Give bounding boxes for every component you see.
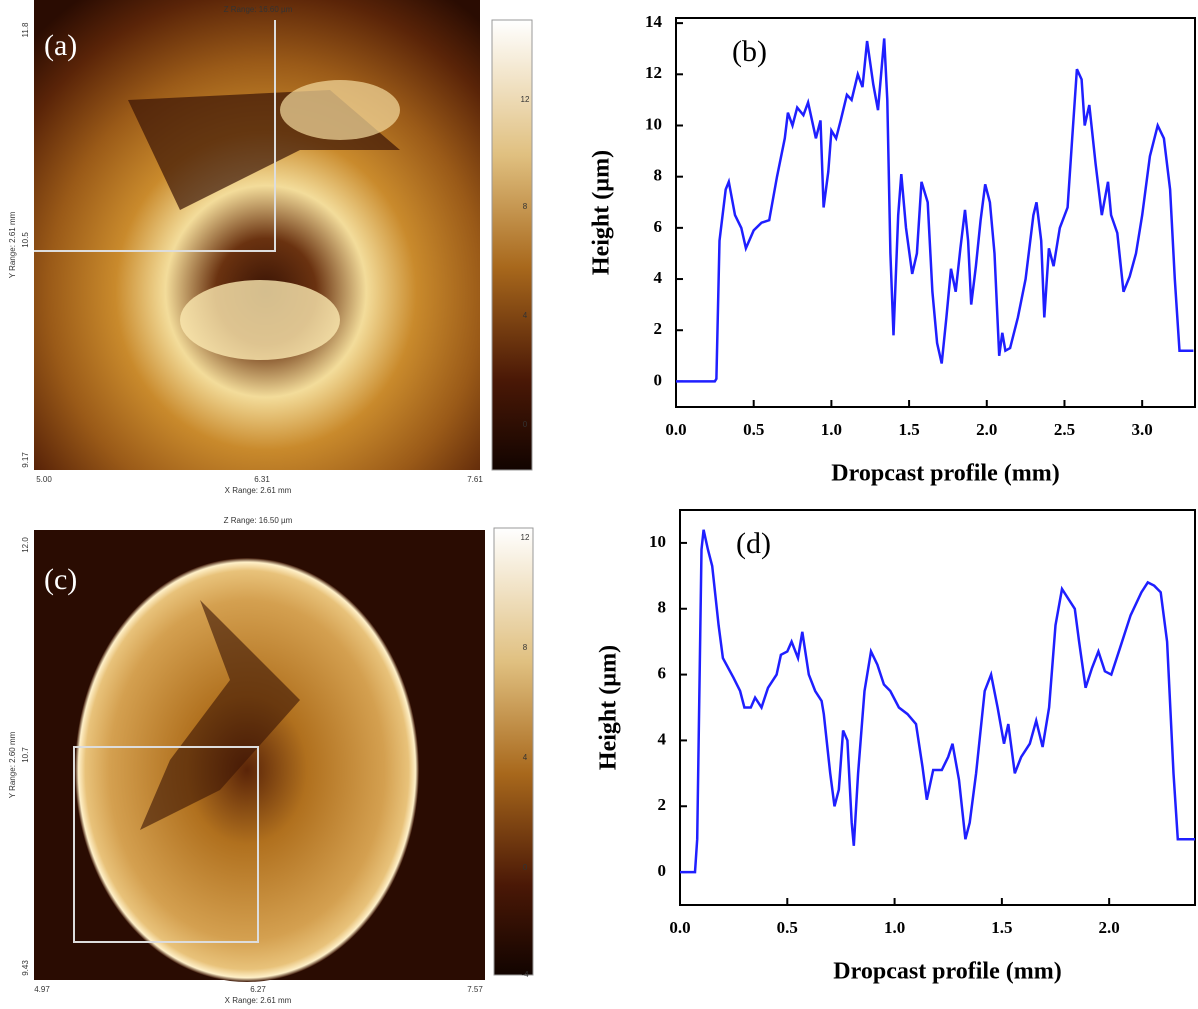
colorbar-tick-label: 4 (523, 753, 528, 762)
y-tick-label: 2 (654, 319, 663, 338)
y-tick-label: 6 (654, 217, 663, 236)
panel-label: (d) (736, 527, 771, 560)
data-line (676, 38, 1194, 383)
afm-image (34, 0, 480, 470)
y-tick-label: 10.5 (21, 232, 30, 248)
colorbar-tick-label: 12 (521, 533, 530, 542)
x-tick-label: 2.0 (1099, 918, 1120, 937)
colorbar-tick-label: 8 (523, 202, 528, 211)
x-tick-label: 6.31 (254, 475, 270, 484)
colorbar-tick-label: 4 (523, 311, 528, 320)
image-feature (280, 80, 400, 140)
plot-frame (675, 17, 1196, 408)
colorbar (493, 527, 534, 976)
image-feature (180, 280, 340, 360)
colorbar (491, 19, 533, 471)
colorbar-tick-label: 0 (523, 863, 528, 872)
x-tick-label: 7.61 (467, 475, 483, 484)
x-tick-label: 0.5 (777, 918, 798, 937)
y-tick-label: 0 (658, 861, 667, 880)
y-tick-label: 9.17 (21, 452, 30, 468)
colorbar-tick-label: -4 (521, 970, 529, 979)
x-tick-label: 1.5 (898, 420, 919, 439)
x-tick-label: 6.27 (250, 985, 266, 994)
x-tick-label: 5.00 (36, 475, 52, 484)
colorbar-tick-label: 0 (523, 420, 528, 429)
selection-box (73, 746, 259, 943)
z-range: Z Range: 16.60 µm (224, 5, 293, 14)
selection-line (34, 20, 276, 252)
x-tick-label: 4.97 (34, 985, 50, 994)
y-axis-label: Height (µm) (596, 645, 622, 770)
panel-label: (c) (44, 563, 77, 596)
panel-label: (b) (732, 35, 767, 68)
x-tick-label: 1.0 (884, 918, 905, 937)
image-feature (140, 600, 300, 830)
x-tick-label: 2.0 (976, 420, 997, 439)
colorbar-tick-label: 12 (521, 95, 530, 104)
y-tick-label: 12.0 (21, 537, 30, 553)
y-tick-label: 6 (658, 663, 667, 682)
y-tick-label: 11.8 (21, 22, 30, 38)
plot-frame (679, 509, 1196, 906)
x-tick-label: 2.5 (1054, 420, 1075, 439)
z-range: Z Range: 16.50 µm (224, 516, 293, 525)
y-tick-label: 9.43 (21, 960, 30, 976)
y-tick-label: 10 (645, 114, 662, 133)
y-range: Y Range: 2.60 mm (8, 731, 17, 798)
y-tick-label: 4 (654, 268, 663, 287)
y-tick-label: 2 (658, 795, 667, 814)
y-tick-label: 10.7 (21, 747, 30, 763)
x-axis-label: Dropcast profile (mm) (833, 959, 1061, 985)
x-tick-label: 3.0 (1132, 420, 1153, 439)
y-axis-label: Height (µm) (589, 150, 615, 275)
x-tick-label: 1.5 (991, 918, 1012, 937)
x-tick-label: 0.0 (669, 918, 690, 937)
y-range: Y Range: 2.61 mm (8, 211, 17, 278)
x-range: X Range: 2.61 mm (225, 486, 292, 495)
data-line (680, 529, 1195, 874)
y-tick-label: 14 (645, 12, 663, 31)
x-tick-label: 0.0 (665, 420, 686, 439)
y-tick-label: 8 (658, 598, 667, 617)
x-range: X Range: 2.61 mm (225, 996, 292, 1005)
x-tick-label: 1.0 (821, 420, 842, 439)
colorbar-tick-label: 8 (523, 643, 528, 652)
y-tick-label: 8 (654, 166, 663, 185)
x-tick-label: 0.5 (743, 420, 764, 439)
panel-label: (a) (44, 29, 77, 62)
y-tick-label: 0 (654, 370, 663, 389)
y-tick-label: 4 (658, 729, 667, 748)
image-feature (75, 558, 419, 982)
y-tick-label: 12 (645, 63, 662, 82)
y-tick-label: 10 (649, 532, 666, 551)
x-axis-label: Dropcast profile (mm) (831, 461, 1059, 487)
x-tick-label: 7.57 (467, 985, 483, 994)
